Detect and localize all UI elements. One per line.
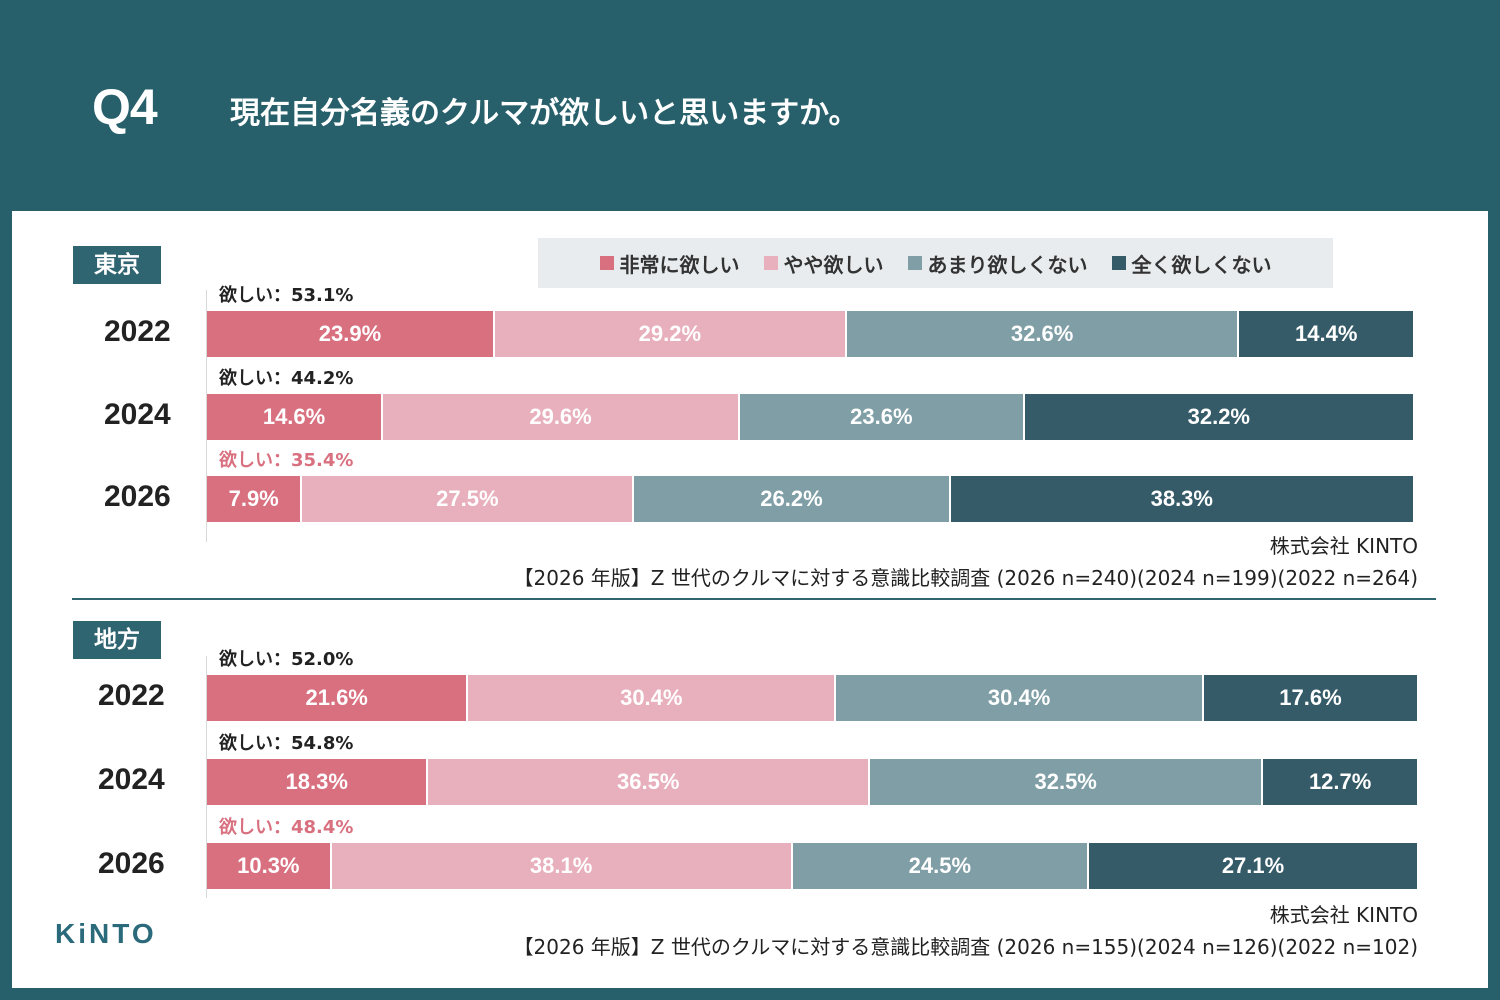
- bar-segment: 21.6%: [207, 675, 469, 721]
- year-tick-label: 2022: [104, 315, 171, 348]
- kinto-logo: KiNTO: [55, 918, 157, 949]
- page-title: 現在自分名義のクルマが欲しいと思いますか。: [230, 96, 859, 131]
- bar-segment: 29.2%: [494, 311, 847, 357]
- legend-item: 全く欲しくない: [1111, 249, 1272, 278]
- bar-segment: 10.3%: [207, 843, 332, 889]
- want-total-label: 欲しい：53.1%: [219, 285, 354, 306]
- bar-segment: 30.4%: [836, 675, 1205, 721]
- bar-segment: 32.2%: [1024, 394, 1413, 440]
- bar-segment: 36.5%: [428, 759, 871, 805]
- legend-swatch: [907, 256, 922, 270]
- stacked-bar: 23.9% 29.2% 32.6% 14.4%: [207, 311, 1413, 357]
- year-tick-label: 2026: [104, 480, 171, 513]
- section-divider: [72, 598, 1436, 600]
- bar-segment: 23.6%: [740, 394, 1025, 440]
- legend-swatch: [763, 256, 778, 270]
- stacked-bar: 14.6% 29.6% 23.6% 32.2%: [207, 394, 1413, 440]
- bar-segment: 7.9%: [207, 476, 303, 522]
- source-survey: 【2026 年版】Z 世代のクルマに対する意識比較調査 (2026 n=240)…: [513, 566, 1418, 590]
- stacked-bar: 18.3% 36.5% 32.5% 12.7%: [207, 759, 1417, 805]
- legend-label: 非常に欲しい: [619, 252, 740, 277]
- source-note: 株式会社 KINTO 【2026 年版】Z 世代のクルマに対する意識比較調査 (2…: [514, 899, 1418, 963]
- bar-segment: 12.7%: [1263, 759, 1417, 805]
- bar-segment: 26.2%: [634, 476, 951, 522]
- want-total-label: 欲しい：48.4%: [219, 817, 354, 838]
- bar-segment: 32.6%: [846, 311, 1240, 357]
- source-company: 株式会社 KINTO: [1269, 903, 1418, 927]
- bar-segment: 27.5%: [302, 476, 635, 522]
- legend-item: 非常に欲しい: [599, 249, 740, 278]
- want-total-label: 欲しい：54.8%: [219, 733, 354, 754]
- legend-label: あまり欲しくない: [927, 252, 1088, 277]
- bar-segment: 23.9%: [207, 311, 495, 357]
- legend-item: やや欲しい: [763, 249, 884, 278]
- bar-segment: 18.3%: [207, 759, 429, 805]
- source-note: 株式会社 KINTO 【2026 年版】Z 世代のクルマに対する意識比較調査 (2…: [514, 530, 1418, 594]
- year-tick-label: 2024: [104, 398, 171, 431]
- bar-segment: 38.3%: [950, 476, 1413, 522]
- bar-segment: 38.1%: [331, 843, 793, 889]
- stacked-bar: 10.3% 38.1% 24.5% 27.1%: [207, 843, 1417, 889]
- want-total-label: 欲しい：52.0%: [219, 649, 354, 670]
- bar-segment: 14.6%: [207, 394, 384, 440]
- legend-item: あまり欲しくない: [907, 249, 1088, 278]
- region-label: 東京: [73, 246, 161, 284]
- bar-segment: 17.6%: [1204, 675, 1417, 721]
- year-tick-label: 2024: [98, 763, 165, 796]
- question-number: Q4: [92, 79, 158, 135]
- legend-swatch: [599, 256, 614, 270]
- year-tick-label: 2026: [98, 847, 165, 880]
- bar-segment: 14.4%: [1239, 311, 1413, 357]
- region-label: 地方: [73, 621, 161, 659]
- legend-swatch: [1111, 256, 1126, 270]
- bar-segment: 32.5%: [870, 759, 1264, 805]
- source-company: 株式会社 KINTO: [1269, 534, 1418, 558]
- legend-label: 全く欲しくない: [1131, 252, 1272, 277]
- legend: 非常に欲しい やや欲しい あまり欲しくない 全く欲しくない: [538, 238, 1333, 288]
- bar-segment: 29.6%: [383, 394, 741, 440]
- chart-axis-line: [206, 656, 207, 898]
- year-tick-label: 2022: [98, 679, 165, 712]
- want-total-label: 欲しい：44.2%: [219, 368, 354, 389]
- want-total-label: 欲しい：35.4%: [219, 450, 354, 471]
- legend-label: やや欲しい: [783, 252, 884, 277]
- bar-segment: 30.4%: [468, 675, 837, 721]
- bar-segment: 24.5%: [792, 843, 1090, 889]
- stacked-bar: 21.6% 30.4% 30.4% 17.6%: [207, 675, 1417, 721]
- bar-segment: 27.1%: [1089, 843, 1417, 889]
- source-survey: 【2026 年版】Z 世代のクルマに対する意識比較調査 (2026 n=155)…: [513, 935, 1418, 959]
- chart-axis-line: [206, 290, 207, 542]
- stacked-bar: 7.9% 27.5% 26.2% 38.3%: [207, 476, 1413, 522]
